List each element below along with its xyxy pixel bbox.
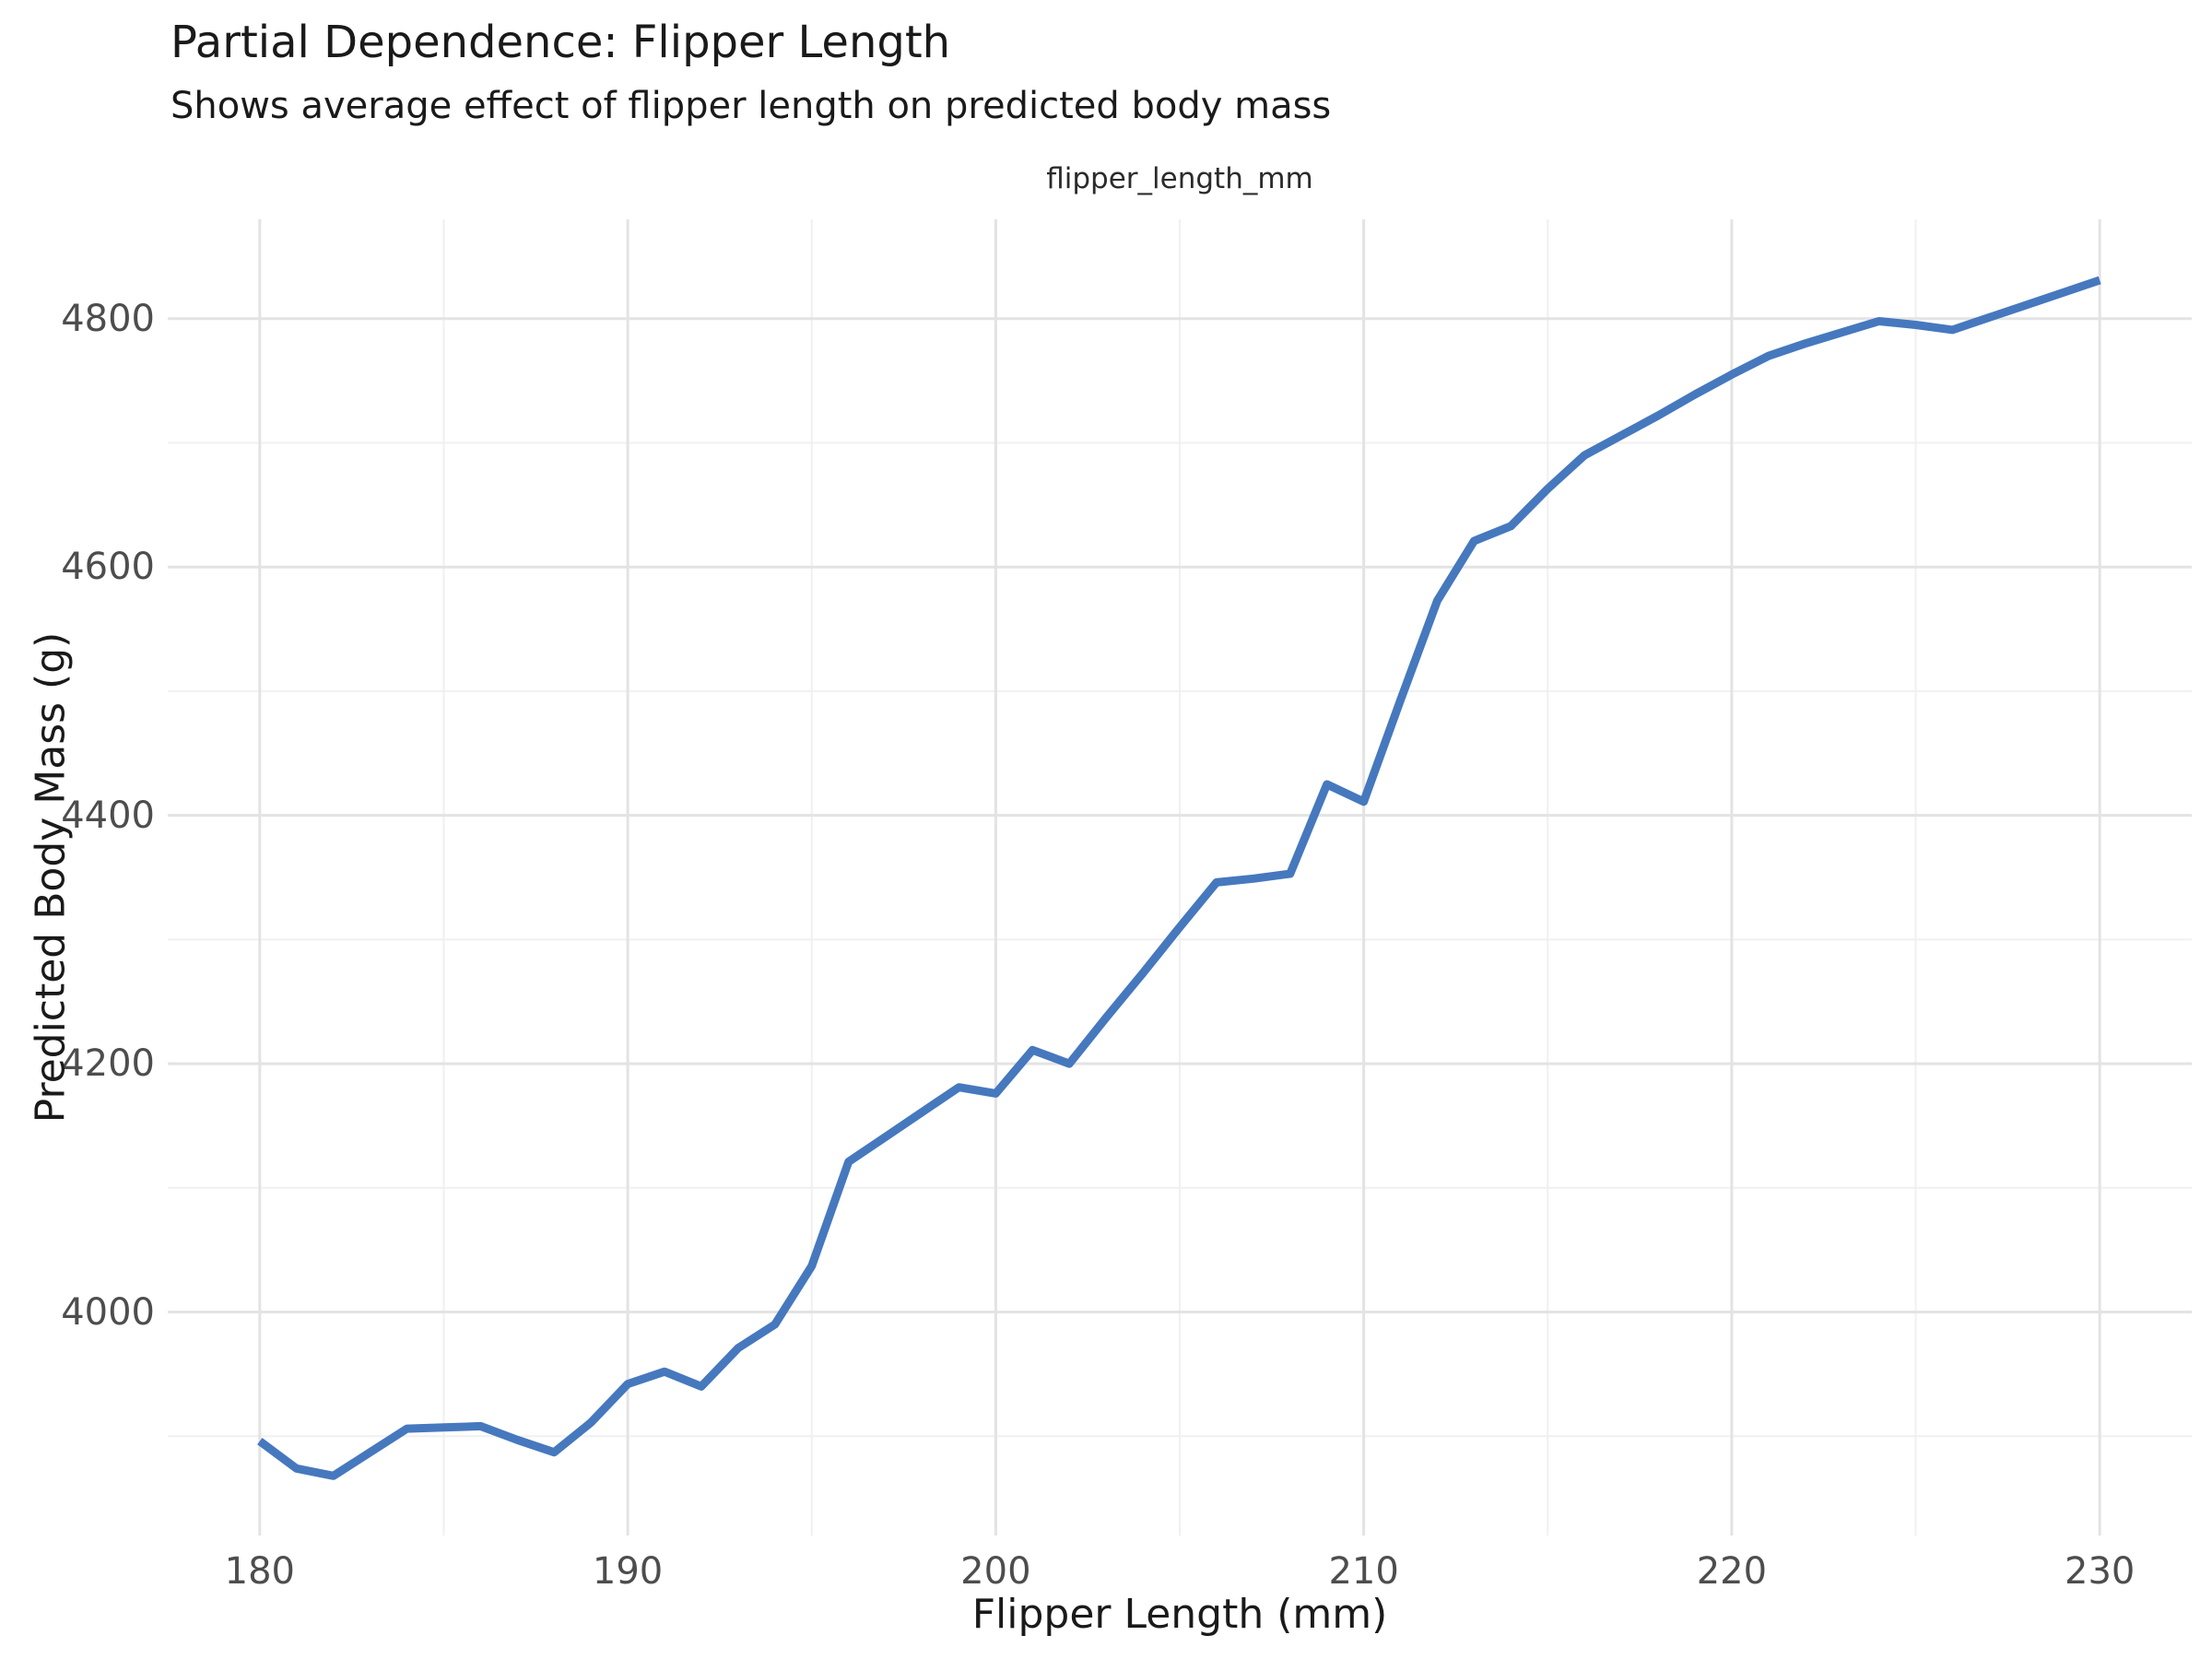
y-axis-title: Predicted Body Mass (g) [27, 631, 75, 1124]
y-tick-label: 4000 [61, 1290, 155, 1334]
y-tick-label: 4600 [61, 546, 155, 589]
y-tick-label: 4800 [61, 297, 155, 340]
pdp-line [257, 276, 2101, 1480]
x-tick-label: 200 [960, 1550, 1031, 1593]
y-tick-label: 4200 [61, 1042, 155, 1086]
x-tick-label: 220 [1696, 1550, 1768, 1593]
gridlines-minor [168, 219, 2192, 1535]
x-tick-label: 230 [2064, 1550, 2136, 1593]
y-tick-label: 4400 [61, 794, 155, 837]
x-tick-label: 190 [592, 1550, 664, 1593]
plot-title: Partial Dependence: Flipper Length [171, 17, 951, 68]
plot-subtitle: Shows average effect of flipper length o… [171, 85, 1332, 127]
x-tick-label: 180 [224, 1550, 295, 1593]
x-tick-label: 210 [1328, 1550, 1399, 1593]
gridlines-major [168, 219, 2192, 1535]
facet-strip-label: flipper_length_mm [1046, 162, 1313, 195]
x-axis-title: Flipper Length (mm) [971, 1591, 1388, 1638]
